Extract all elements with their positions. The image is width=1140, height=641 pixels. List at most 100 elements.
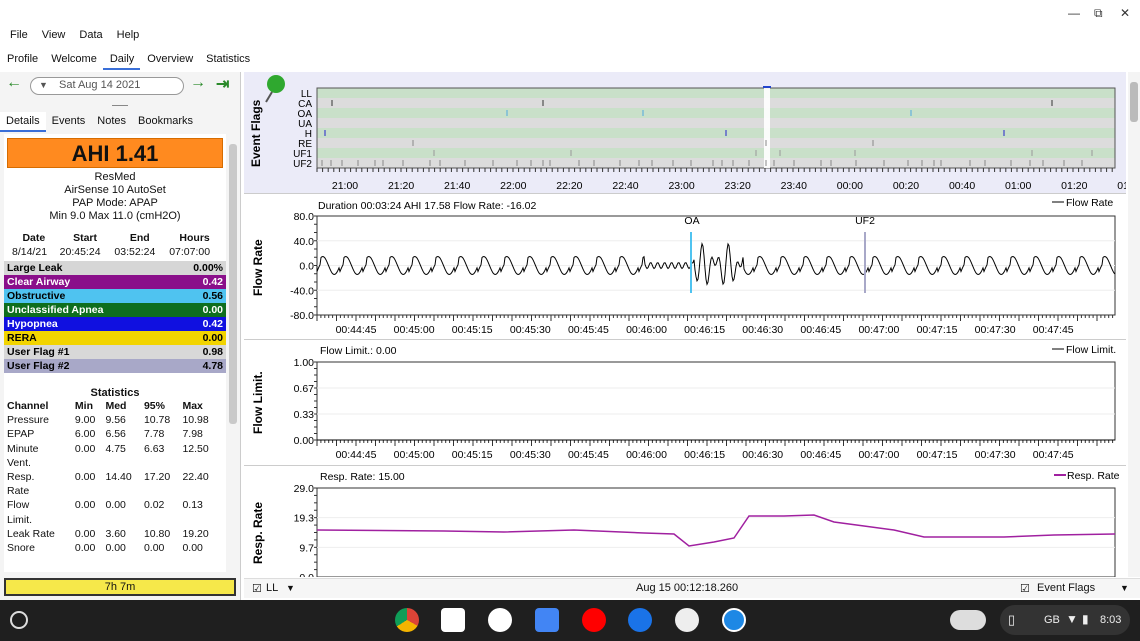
details-content: AHI 1.41 ResMed AirSense 10 AutoSet PAP … <box>4 134 226 572</box>
restore-icon[interactable]: ⧉ <box>1094 6 1103 20</box>
flow-rate-legend: Flow Rate <box>1066 197 1113 209</box>
date-selector[interactable]: ▼ Sat Aug 14 2021 <box>30 77 184 95</box>
menu-file[interactable]: File <box>10 29 28 41</box>
resp-rate-panel: Resp. Rate Resp. Rate: 15.00 Resp. Rate … <box>244 468 1126 577</box>
ytick-label: 19.3 <box>294 513 315 525</box>
battery-icon: ▮ <box>1082 612 1089 626</box>
index-name: Obstructive <box>7 290 66 302</box>
flow-limit-chart[interactable]: Flow Limit. Flow Limit.: 0.00 Flow Limit… <box>244 342 1126 466</box>
tab-daily[interactable]: Daily <box>102 50 141 70</box>
stats-cell: 7.98 <box>182 428 203 441</box>
next-day-icon[interactable]: → <box>190 74 206 91</box>
index-row[interactable]: Large Leak 0.00% <box>4 261 226 275</box>
menu-help[interactable]: Help <box>116 29 140 41</box>
tab-notes[interactable]: Notes <box>97 115 127 127</box>
flag-row-band <box>317 158 1115 168</box>
status-tray[interactable] <box>1000 605 1130 635</box>
stats-cell: 6.63 <box>143 442 165 455</box>
stats-header: Med <box>105 400 127 412</box>
play-store-icon[interactable] <box>488 608 512 632</box>
tab-welcome[interactable]: Welcome <box>51 53 97 65</box>
graph-scrollbar-thumb[interactable] <box>1130 82 1138 122</box>
splitter-handle[interactable] <box>112 105 128 106</box>
flag-row-label: UF1 <box>293 149 312 160</box>
ytick-label: 9.7 <box>299 542 314 554</box>
stats-row: Minute 0.00 4.75 6.63 12.50 <box>6 443 220 457</box>
layer-select-value[interactable]: LL <box>266 582 279 594</box>
index-row[interactable]: Obstructive 0.56 <box>4 289 226 303</box>
resp-rate-ylabel: Resp. Rate <box>251 502 265 564</box>
index-row[interactable]: User Flag #2 4.78 <box>4 359 226 373</box>
tab-statistics[interactable]: Statistics <box>206 53 251 65</box>
resp-rate-chart[interactable]: Resp. Rate Resp. Rate: 15.00 Resp. Rate … <box>244 468 1126 577</box>
flag-xtick-label: 01:20 <box>1061 180 1087 192</box>
youtube-icon[interactable] <box>582 608 606 632</box>
session-hours: 07:07:00 <box>169 246 211 258</box>
tote-icon[interactable] <box>950 610 986 630</box>
left-scrollbar[interactable] <box>229 144 237 424</box>
ytick-label: 0.0 <box>299 572 314 577</box>
graph-scrollbar[interactable] <box>1128 72 1140 577</box>
graph-select-value[interactable]: Event Flags <box>1037 582 1096 594</box>
close-icon[interactable]: ✕ <box>1120 6 1131 20</box>
layer-checkbox-icon[interactable]: ☑ <box>252 583 262 595</box>
flow-limit-header: Flow Limit.: 0.00 <box>320 345 397 357</box>
tab-events[interactable]: Events <box>51 115 86 127</box>
tab-bookmarks[interactable]: Bookmarks <box>138 115 194 127</box>
flow-limit-ylabel: Flow Limit. <box>251 371 265 434</box>
tab-profile[interactable]: Profile <box>7 53 39 65</box>
last-day-icon[interactable]: ⇥ <box>216 76 230 93</box>
stats-cell: 10.98 <box>182 414 209 427</box>
stats-cell: 0.00 <box>182 541 203 554</box>
minimize-icon[interactable]: — <box>1068 6 1080 20</box>
stats-header: Min <box>74 400 93 412</box>
tab-overview[interactable]: Overview <box>147 53 194 65</box>
stats-cell: 19.20 <box>182 527 209 540</box>
menu-data[interactable]: Data <box>79 29 103 41</box>
index-row[interactable]: Hypopnea 0.42 <box>4 317 226 331</box>
pressure-range: Min 9.0 Max 11.0 (cmH2O) <box>49 210 181 222</box>
flag-row-label: LL <box>301 89 313 100</box>
index-row[interactable]: User Flag #1 0.98 <box>4 345 226 359</box>
graph-dropdown-icon[interactable]: ▼ <box>1120 583 1129 593</box>
index-row[interactable]: Unclassified Apnea 0.00 <box>4 303 226 317</box>
chrome-icon[interactable] <box>395 608 419 632</box>
prev-day-icon[interactable]: ← <box>6 74 22 91</box>
left-panel: ← ▼ Sat Aug 14 2021 → ⇥ Details Events N… <box>0 72 241 600</box>
event-indices: Large Leak 0.00% Clear Airway 0.42 Obstruc… <box>4 261 226 373</box>
stats-cell: 6.56 <box>105 428 126 441</box>
flag-row-band <box>317 138 1115 148</box>
xtick-label: 00:47:15 <box>917 449 958 461</box>
layer-dropdown-icon[interactable]: ▼ <box>286 583 295 593</box>
flag-xtick-label: 01:00 <box>1005 180 1031 192</box>
oscar-icon[interactable] <box>722 608 746 632</box>
session-header: Start <box>73 232 97 244</box>
wordpress-icon[interactable] <box>675 608 699 632</box>
launcher-icon[interactable] <box>10 611 28 629</box>
statistics-table: Channel Min Med 95% Max Pressure 9.00 9.56 10.78… <box>6 400 220 556</box>
index-row[interactable]: Clear Airway 0.42 <box>4 275 226 289</box>
flag-xtick-label: 22:20 <box>556 180 582 192</box>
menu-view[interactable]: View <box>41 29 66 41</box>
stats-cell: Resp. <box>7 470 35 483</box>
graph-area: Event Flags LL CA OA UA H RE UF1 UF2 21:00 21:20 2… <box>244 72 1128 577</box>
resp-rate-series <box>316 514 1116 547</box>
docs-icon[interactable] <box>535 608 559 632</box>
messages-icon[interactable] <box>628 608 652 632</box>
flow-rate-chart[interactable]: Flow Rate Duration 00:03:24 AHI 17.58 Fl… <box>244 196 1126 340</box>
gmail-icon[interactable] <box>441 608 465 632</box>
flags-checkbox-icon[interactable]: ☑ <box>1020 583 1030 595</box>
annotation-uf2: UF2 <box>855 215 875 227</box>
session-table: Date Start End Hours 8/14/21 20:45:24 03… <box>10 231 222 259</box>
flag-row-band <box>317 98 1115 108</box>
xtick-label: 00:47:30 <box>975 324 1016 336</box>
stats-cell <box>104 457 143 471</box>
flag-row-label: UA <box>298 119 312 130</box>
index-row[interactable]: RERA 0.00 <box>4 331 226 345</box>
tab-details[interactable]: Details <box>0 112 46 132</box>
index-value: 0.00 <box>202 332 223 344</box>
flow-rate-header: Duration 00:03:24 AHI 17.58 Flow Rate: -… <box>318 200 536 212</box>
event-flags-ylabel: Event Flags <box>249 99 263 167</box>
flow-limit-panel: Flow Limit. Flow Limit.: 0.00 Flow Limit… <box>244 342 1126 466</box>
